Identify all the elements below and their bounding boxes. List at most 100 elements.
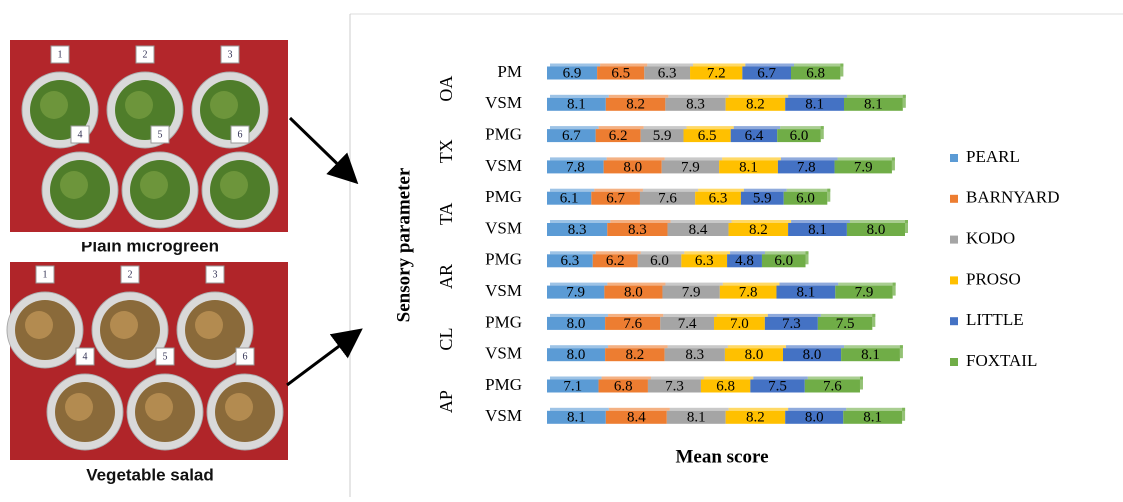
bar-segment <box>681 254 728 268</box>
bar-top <box>550 313 609 317</box>
value-label: 7.8 <box>739 285 758 301</box>
bar-segment <box>605 316 661 330</box>
bar-segment <box>598 379 648 393</box>
food-highlight <box>40 91 68 119</box>
bar-top <box>606 157 665 161</box>
legend-label: FOXTAIL <box>966 351 1037 370</box>
bar-segment <box>835 285 893 299</box>
plate-tag <box>135 45 155 64</box>
bar-segment <box>725 410 786 424</box>
value-label: 6.3 <box>695 253 714 269</box>
value-label: 6.5 <box>611 65 630 81</box>
bar-top <box>849 220 908 223</box>
value-label: 6.8 <box>716 378 735 394</box>
value-label: 8.1 <box>808 222 827 238</box>
bar-segment <box>777 160 835 174</box>
bar-top <box>837 157 895 161</box>
value-label: 8.1 <box>567 410 586 426</box>
bar-segment <box>714 316 765 330</box>
plate-tag <box>155 347 175 366</box>
bar-segment <box>804 379 860 393</box>
value-label: 6.2 <box>606 253 625 269</box>
bar-segment <box>683 129 731 143</box>
bar-top <box>595 251 641 255</box>
bar-top <box>550 63 601 67</box>
group-label: AR <box>436 264 456 289</box>
bar-side <box>820 126 824 140</box>
plate-number: 4 <box>78 129 83 140</box>
value-label: 8.1 <box>687 410 706 426</box>
value-label: 8.0 <box>567 316 586 332</box>
plate-tag <box>75 347 95 366</box>
bar-segment <box>777 129 821 143</box>
food-highlight <box>145 393 173 421</box>
bar-top <box>664 157 723 161</box>
bar-top <box>594 188 643 192</box>
category-label: VSM <box>485 156 522 175</box>
plate-number: 1 <box>58 49 63 60</box>
bar-top <box>647 63 694 67</box>
food-highlight <box>195 311 223 339</box>
bar-segment <box>547 97 606 111</box>
bar-top <box>847 94 906 98</box>
bar-segment <box>785 97 845 111</box>
value-label: 8.1 <box>861 347 880 363</box>
plate-number: 3 <box>213 269 218 280</box>
bar-segment <box>724 348 784 362</box>
value-label: 8.2 <box>626 97 645 113</box>
plate-number: 3 <box>228 49 233 60</box>
bar-segment <box>728 223 789 236</box>
bar-segment <box>605 348 665 362</box>
bar-top <box>743 188 787 192</box>
arrow <box>286 328 363 387</box>
value-label: 8.3 <box>686 97 705 113</box>
bar-top <box>807 376 863 380</box>
value-label: 6.7 <box>606 191 625 207</box>
value-label: 6.4 <box>745 128 764 144</box>
bar-top <box>665 282 723 286</box>
bar-top <box>598 126 644 130</box>
bar-top <box>550 282 608 286</box>
bar-top <box>745 63 794 67</box>
bar-segment <box>547 285 605 299</box>
food-highlight <box>60 171 88 199</box>
value-label: 8.2 <box>746 410 765 426</box>
bar-segment <box>547 316 606 330</box>
bar-segment <box>547 410 606 424</box>
bar-segment <box>764 316 818 330</box>
bar-segment <box>719 285 777 299</box>
bar-segment <box>644 66 691 80</box>
value-label: 6.1 <box>560 191 579 207</box>
value-label: 8.1 <box>739 159 758 175</box>
bar-segment <box>639 191 696 205</box>
food-highlight <box>210 91 238 119</box>
bar-segment <box>547 379 599 393</box>
legend-swatch <box>950 317 958 326</box>
bar-segment <box>591 191 640 205</box>
bar-segment <box>661 160 720 174</box>
bar-segment <box>547 66 598 80</box>
plate-number: 2 <box>128 269 133 280</box>
bar-segment <box>783 191 828 205</box>
category-label: VSM <box>485 281 522 300</box>
value-label: 8.0 <box>623 159 642 175</box>
bar-segment <box>700 379 751 393</box>
group-label: TX <box>436 139 456 163</box>
bar-top <box>820 313 876 317</box>
plate-number: 5 <box>163 351 168 362</box>
bar-top <box>640 251 685 255</box>
bar-segment <box>719 160 778 174</box>
value-label: 8.0 <box>803 347 822 363</box>
bar-segment <box>690 66 743 80</box>
bar-side <box>840 63 844 77</box>
bar-side <box>859 376 863 390</box>
bar-side <box>891 157 895 171</box>
bar-segment <box>547 348 606 362</box>
bar-segment <box>604 285 663 299</box>
value-label: 6.3 <box>560 253 579 269</box>
bar-segment <box>595 129 641 143</box>
bar-segment <box>607 223 668 236</box>
bar-top <box>608 407 670 411</box>
bar-segment <box>742 66 791 80</box>
